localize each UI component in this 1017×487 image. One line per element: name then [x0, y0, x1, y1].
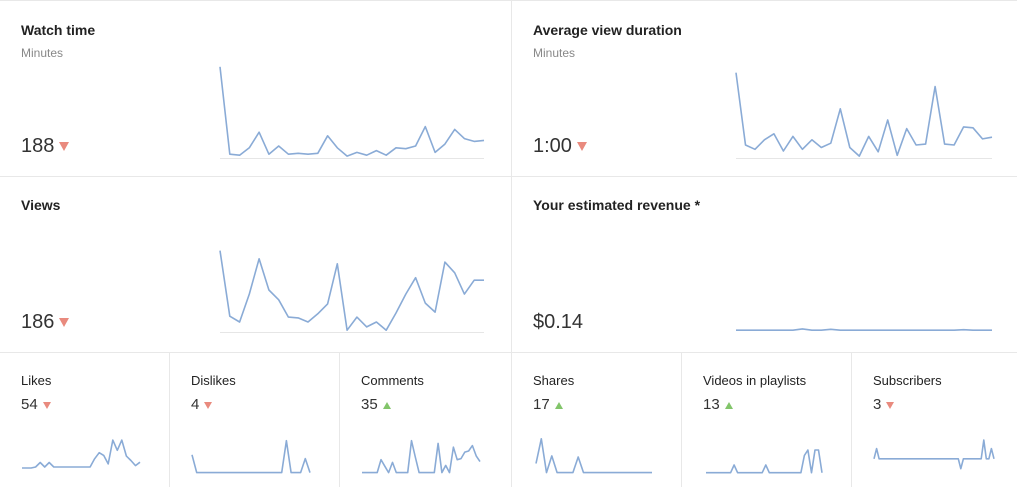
- dislikes-sparkline: [191, 439, 311, 474]
- subscribers-card[interactable]: Subscribers 3: [852, 353, 1017, 487]
- avg-view-duration-card[interactable]: Average view duration Minutes 1:00: [512, 1, 1017, 177]
- comments-title: Comments: [361, 373, 424, 388]
- avg-view-duration-value: 1:00: [533, 135, 572, 157]
- shares-title: Shares: [533, 373, 575, 388]
- up-arrow-icon: [382, 401, 391, 409]
- videos-in-playlists-sparkline: [706, 449, 823, 474]
- up-arrow-icon: [724, 401, 733, 409]
- watch-time-value: 188: [21, 135, 55, 157]
- down-arrow-icon: [886, 401, 895, 409]
- shares-sparkline: [535, 438, 652, 474]
- views-card[interactable]: Views 186: [0, 177, 512, 353]
- down-arrow-icon: [576, 142, 587, 152]
- down-arrow-icon: [59, 318, 70, 328]
- shares-value: 17: [533, 396, 550, 413]
- videos-in-playlists-value: 13: [703, 396, 720, 413]
- down-arrow-icon: [42, 401, 51, 409]
- videos-in-playlists-title: Videos in playlists: [703, 373, 807, 388]
- shares-value-row: 17: [533, 396, 563, 413]
- estimated-revenue-value: $0.14: [533, 311, 584, 333]
- comments-sparkline: [362, 439, 481, 474]
- views-value: 186: [21, 311, 55, 333]
- subscribers-sparkline: [873, 439, 995, 470]
- videos-in-playlists-card[interactable]: Videos in playlists 13: [682, 353, 852, 487]
- up-arrow-icon: [554, 401, 563, 409]
- views-value-row: 186: [21, 311, 70, 334]
- sparkline-series: [873, 439, 995, 470]
- sparkline-series: [362, 439, 481, 474]
- shares-card[interactable]: Shares 17: [512, 353, 682, 487]
- avg-view-duration-value-row: 1:00: [533, 135, 587, 158]
- sparkline-series: [22, 439, 141, 469]
- subscribers-value: 3: [873, 396, 882, 413]
- likes-card[interactable]: Likes 54: [0, 353, 170, 487]
- watch-time-sparkline: [219, 66, 485, 159]
- sparkline-series: [736, 328, 992, 332]
- sparkline-series: [535, 438, 652, 474]
- sparkline-series: [219, 250, 484, 331]
- subscribers-value-row: 3: [873, 396, 895, 413]
- avg-view-duration-title: Average view duration: [533, 22, 682, 38]
- dislikes-value: 4: [191, 396, 200, 413]
- avg-view-duration-sparkline: [735, 72, 993, 159]
- estimated-revenue-title: Your estimated revenue *: [533, 197, 701, 213]
- comments-value-row: 35: [361, 396, 391, 413]
- down-arrow-icon: [59, 142, 70, 152]
- watch-time-value-row: 188: [21, 135, 70, 158]
- sparkline-series: [219, 66, 485, 157]
- likes-value-row: 54: [21, 396, 51, 413]
- views-sparkline: [219, 250, 484, 333]
- avg-view-duration-unit: Minutes: [533, 46, 576, 60]
- sparkline-series: [706, 449, 823, 474]
- likes-sparkline: [22, 439, 141, 469]
- likes-value: 54: [21, 396, 38, 413]
- dislikes-value-row: 4: [191, 396, 213, 413]
- estimated-revenue-value-row: $0.14: [533, 311, 583, 334]
- watch-time-card[interactable]: Watch time Minutes 188: [0, 1, 512, 177]
- watch-time-title: Watch time: [21, 22, 96, 38]
- down-arrow-icon: [204, 401, 213, 409]
- estimated-revenue-sparkline: [736, 328, 992, 332]
- comments-card[interactable]: Comments 35: [340, 353, 512, 487]
- sparkline-series: [191, 439, 311, 474]
- watch-time-unit: Minutes: [21, 46, 64, 60]
- videos-in-playlists-value-row: 13: [703, 396, 733, 413]
- views-title: Views: [21, 197, 61, 213]
- dislikes-card[interactable]: Dislikes 4: [170, 353, 340, 487]
- sparkline-series: [735, 72, 993, 157]
- subscribers-title: Subscribers: [873, 373, 942, 388]
- dislikes-title: Dislikes: [191, 373, 236, 388]
- comments-value: 35: [361, 396, 378, 413]
- likes-title: Likes: [21, 373, 52, 388]
- estimated-revenue-card[interactable]: Your estimated revenue * $0.14: [512, 177, 1017, 353]
